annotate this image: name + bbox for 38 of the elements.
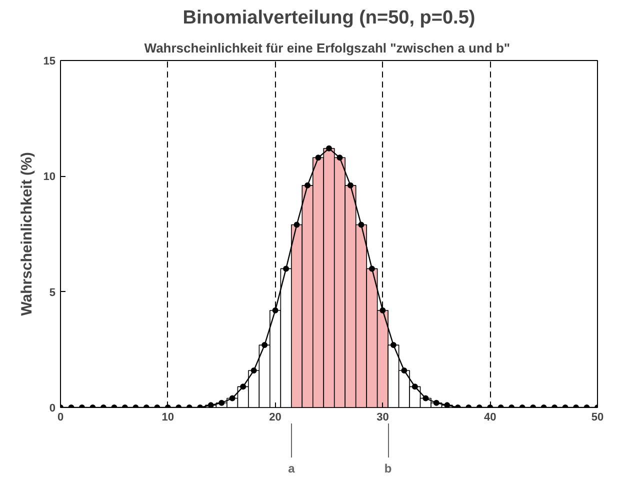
point (444, 402, 450, 408)
point (368, 266, 375, 272)
ref-line-label: b (384, 462, 392, 476)
point (283, 266, 290, 272)
point (336, 154, 343, 161)
y-tick-label: 0 (49, 402, 56, 414)
point (218, 400, 225, 406)
point (412, 384, 418, 390)
point (315, 154, 322, 161)
point (229, 395, 236, 402)
point (208, 402, 214, 408)
x-tick-label: 50 (591, 412, 604, 424)
point (390, 342, 396, 348)
y-tick-label: 10 (43, 171, 56, 184)
x-tick-label: 20 (269, 412, 282, 424)
point (401, 367, 408, 374)
ref-line-label: a (288, 462, 296, 476)
point (347, 182, 354, 188)
point (304, 182, 311, 188)
point (272, 307, 278, 314)
chart-subtitle: Wahrscheinlichkeit für eine Erfolgszahl "zwischen a und b" (144, 40, 510, 56)
point (422, 395, 429, 402)
x-tick-label: 30 (376, 412, 389, 424)
y-tick-label: 5 (49, 286, 56, 299)
point (326, 145, 332, 152)
y-axis-title: Wahrscheinlichkeit (%) (18, 152, 36, 316)
x-tick-label: 40 (484, 412, 496, 424)
point (250, 367, 257, 374)
point (262, 342, 268, 348)
x-tick-label: 10 (162, 412, 174, 424)
point (294, 222, 300, 228)
y-tick-label: 15 (43, 56, 56, 68)
point (240, 384, 246, 390)
point (358, 222, 364, 228)
point (433, 400, 440, 406)
chart-title: Binomialverteilung (n=50, p=0.5) (182, 8, 476, 28)
point (380, 307, 386, 314)
x-tick-label: 0 (57, 412, 64, 424)
